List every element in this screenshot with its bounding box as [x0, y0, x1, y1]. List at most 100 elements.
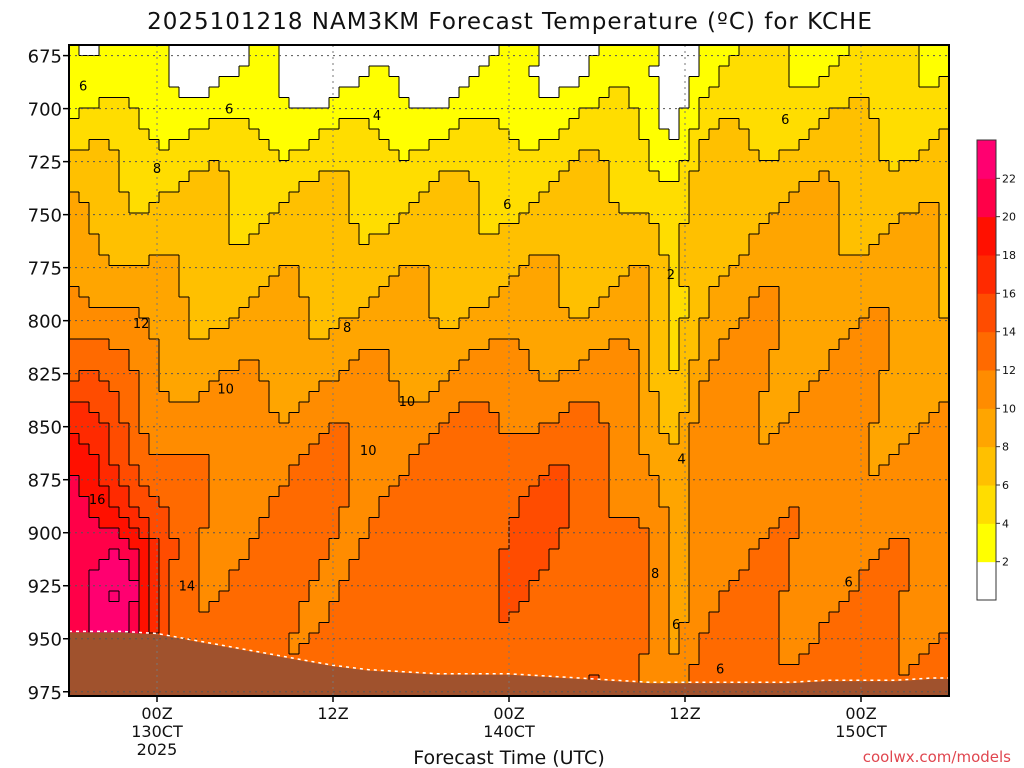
field-cell — [209, 591, 220, 603]
field-cell — [299, 391, 310, 403]
field-cell — [779, 444, 790, 456]
field-cell — [169, 55, 180, 67]
field-cell — [529, 171, 540, 183]
field-cell — [189, 307, 200, 319]
field-cell — [379, 633, 390, 645]
field-cell — [509, 297, 520, 309]
field-cell — [549, 412, 560, 424]
field-cell — [189, 286, 200, 298]
field-cell — [739, 633, 750, 645]
field-cell — [429, 307, 440, 319]
field-cell — [349, 465, 360, 477]
field-cell — [579, 234, 590, 246]
field-cell — [619, 391, 630, 403]
field-cell — [219, 496, 230, 508]
field-cell — [699, 454, 710, 466]
field-cell — [729, 234, 740, 246]
field-cell — [849, 97, 860, 109]
field-cell — [779, 549, 790, 561]
field-cell — [809, 412, 820, 424]
field-cell — [679, 202, 690, 214]
field-cell — [329, 496, 340, 508]
field-cell — [259, 496, 270, 508]
field-cell — [399, 465, 410, 477]
field-cell — [729, 255, 740, 267]
field-cell — [119, 559, 130, 571]
field-cell — [899, 444, 910, 456]
field-cell — [219, 213, 230, 225]
field-cell — [629, 328, 640, 340]
field-cell — [69, 244, 80, 256]
field-cell — [229, 339, 240, 351]
field-cell — [139, 454, 150, 466]
field-cell — [179, 118, 190, 130]
field-cell — [909, 402, 920, 414]
field-cell — [649, 160, 660, 172]
field-cell — [699, 255, 710, 267]
field-cell — [259, 171, 270, 183]
field-cell — [209, 297, 220, 309]
field-cell — [289, 244, 300, 256]
field-cell — [859, 234, 870, 246]
field-cell — [879, 160, 890, 172]
field-cell — [709, 601, 720, 613]
field-cell — [899, 612, 910, 624]
field-cell — [899, 601, 910, 613]
field-cell — [919, 328, 930, 340]
field-cell — [759, 213, 770, 225]
field-cell — [309, 601, 320, 613]
field-cell — [139, 381, 150, 393]
field-cell — [419, 370, 430, 382]
field-cell — [919, 549, 930, 561]
field-cell — [119, 570, 130, 582]
field-cell — [69, 538, 80, 550]
field-cell — [539, 255, 550, 267]
field-cell — [549, 465, 560, 477]
field-cell — [669, 150, 680, 162]
field-cell — [309, 202, 320, 214]
field-cell — [489, 433, 500, 445]
field-cell — [229, 307, 240, 319]
field-cell — [459, 213, 470, 225]
field-cell — [789, 150, 800, 162]
field-cell — [909, 381, 920, 393]
field-cell — [849, 612, 860, 624]
field-cell — [909, 118, 920, 130]
field-cell — [79, 307, 90, 319]
field-cell — [149, 475, 160, 487]
field-cell — [539, 402, 550, 414]
field-cell — [499, 601, 510, 613]
field-cell — [779, 213, 790, 225]
field-cell — [459, 255, 470, 267]
field-cell — [549, 559, 560, 571]
field-cell — [599, 328, 610, 340]
field-cell — [449, 55, 460, 67]
field-cell — [889, 591, 900, 603]
field-cell — [439, 213, 450, 225]
field-cell — [919, 66, 930, 78]
field-cell — [879, 265, 890, 277]
field-cell — [939, 45, 949, 57]
field-cell — [159, 444, 170, 456]
field-cell — [359, 202, 370, 214]
field-cell — [869, 213, 880, 225]
field-cell — [839, 360, 850, 372]
field-cell — [349, 202, 360, 214]
field-cell — [79, 517, 90, 529]
field-cell — [709, 87, 720, 99]
field-cell — [419, 318, 430, 330]
field-cell — [359, 244, 370, 256]
field-cell — [99, 433, 110, 445]
field-cell — [119, 454, 130, 466]
field-cell — [199, 118, 210, 130]
field-cell — [319, 591, 330, 603]
field-cell — [909, 496, 920, 508]
field-cell — [489, 349, 500, 361]
field-cell — [359, 538, 370, 550]
field-cell — [549, 66, 560, 78]
field-cell — [809, 139, 820, 151]
field-cell — [329, 129, 340, 141]
field-cell — [789, 370, 800, 382]
field-cell — [889, 475, 900, 487]
field-cell — [339, 244, 350, 256]
